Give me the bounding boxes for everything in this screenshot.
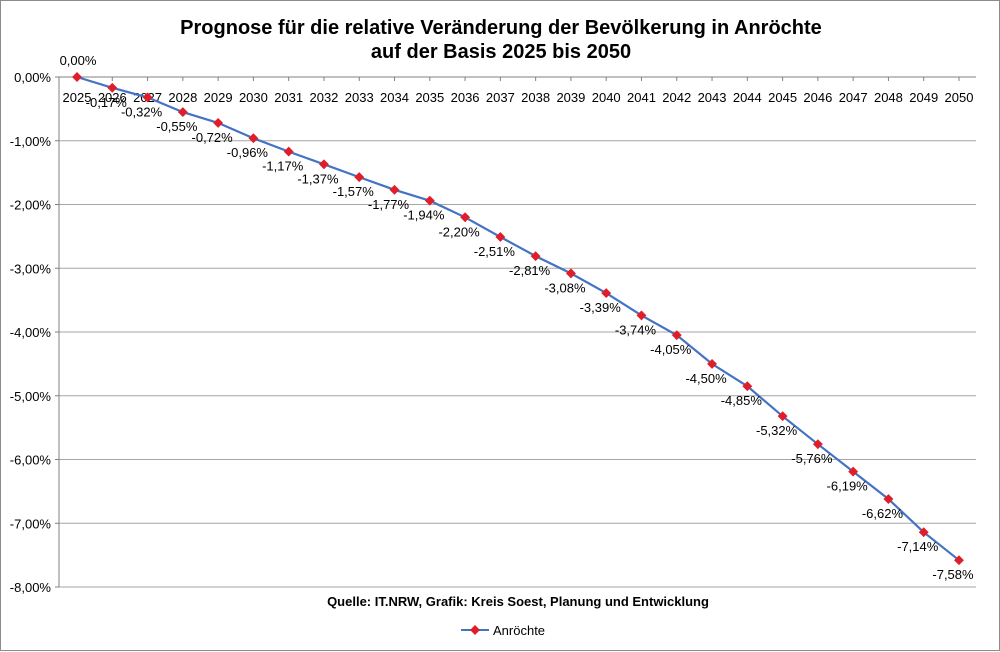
chart-title-line-2: auf der Basis 2025 bis 2050: [371, 41, 631, 63]
source-note: Quelle: IT.NRW, Grafik: Kreis Soest, Pla…: [327, 594, 709, 609]
data-point: [107, 82, 118, 93]
x-tick-label: 2040: [592, 90, 621, 105]
data-point: [565, 268, 576, 279]
x-tick-label: 2045: [768, 90, 797, 105]
data-label: -3,74%: [615, 322, 657, 337]
data-label: -2,20%: [438, 224, 480, 239]
data-label: -5,76%: [791, 451, 833, 466]
data-label: -1,57%: [333, 184, 375, 199]
x-tick-label: 2046: [803, 90, 832, 105]
y-tick-label: -5,00%: [10, 389, 52, 404]
x-tick-label: 2025: [63, 90, 92, 105]
data-point: [142, 92, 153, 103]
y-tick-label: -8,00%: [10, 580, 52, 595]
x-tick-label: 2035: [415, 90, 444, 105]
x-tick-label: 2026: [98, 90, 127, 105]
data-label: -4,05%: [650, 342, 692, 357]
data-label: -1,77%: [368, 197, 410, 212]
series-anroechte: [72, 72, 964, 566]
x-tick-label: 2033: [345, 90, 374, 105]
data-label: -1,37%: [297, 171, 339, 186]
data-label: -0,55%: [156, 119, 198, 134]
data-point: [460, 212, 471, 223]
y-tick-label: -2,00%: [10, 198, 52, 213]
data-point: [248, 133, 259, 144]
data-label: -3,39%: [580, 300, 622, 315]
data-label: -3,08%: [544, 280, 586, 295]
x-tick-labels: 2025202620272028202920302031203220332034…: [63, 90, 974, 105]
data-point: [918, 527, 929, 538]
data-label: -2,51%: [474, 244, 516, 259]
data-point: [530, 251, 541, 262]
x-tick-label: 2028: [168, 90, 197, 105]
series-line: [76, 75, 960, 562]
x-tick-label: 2039: [556, 90, 585, 105]
x-tick-label: 2043: [698, 90, 727, 105]
data-point: [812, 439, 823, 450]
x-tick-label: 2029: [204, 90, 233, 105]
data-label: -7,14%: [897, 539, 939, 554]
y-tick-labels: 0,00% -1,00% -2,00% -3,00% -4,00% -5,00% -6,00…: [10, 70, 52, 595]
data-point: [283, 146, 294, 157]
data-label: -1,17%: [262, 159, 304, 174]
data-point: [318, 159, 329, 170]
y-tick-label: 0,00%: [14, 70, 51, 85]
x-tick-label: 2031: [274, 90, 303, 105]
x-tick-label: 2036: [451, 90, 480, 105]
data-point: [72, 72, 82, 82]
x-tick-label: 2030: [239, 90, 268, 105]
data-label: 0,00%: [60, 53, 97, 68]
data-point: [671, 330, 682, 341]
x-tick-label: 2047: [839, 90, 868, 105]
y-tick-label: -3,00%: [10, 261, 52, 276]
legend: Anröchte: [461, 623, 545, 638]
data-point: [636, 310, 647, 321]
x-tick-label: 2034: [380, 90, 409, 105]
data-label: -7,58%: [932, 567, 974, 582]
data-label: -0,17%: [86, 95, 128, 110]
y-tick-label: -1,00%: [10, 134, 52, 149]
data-label: -0,32%: [121, 104, 163, 119]
x-tick-label: 2049: [909, 90, 938, 105]
data-label: -4,85%: [721, 393, 763, 408]
x-tick-label: 2041: [627, 90, 656, 105]
data-label: -1,94%: [403, 208, 445, 223]
data-point: [742, 381, 753, 392]
y-tick-label: -6,00%: [10, 453, 52, 468]
gridlines: [59, 140, 976, 588]
chart-title-line-1: Prognose für die relative Veränderung de…: [180, 17, 822, 39]
y-tick-label: -4,00%: [10, 325, 52, 340]
axes: [55, 76, 976, 588]
x-tick-label: 2038: [521, 90, 550, 105]
x-tick-label: 2050: [945, 90, 974, 105]
x-tick-label: 2032: [309, 90, 338, 105]
data-point: [213, 117, 224, 128]
data-point: [389, 184, 400, 195]
data-point: [601, 288, 612, 299]
legend-marker: [470, 625, 480, 635]
x-tick-label: 2048: [874, 90, 903, 105]
data-label: -4,50%: [685, 371, 727, 386]
x-tick-label: 2044: [733, 90, 762, 105]
data-point: [177, 107, 188, 118]
data-label: -6,19%: [827, 479, 869, 494]
x-tick-label: 2037: [486, 90, 515, 105]
y-tick-label: -7,00%: [10, 516, 52, 531]
data-point: [883, 494, 894, 504]
data-label: -5,32%: [756, 423, 798, 438]
x-tick-label: 2042: [662, 90, 691, 105]
data-point: [848, 466, 859, 477]
data-point: [495, 232, 506, 242]
data-label: -0,96%: [227, 145, 269, 160]
data-label: -6,62%: [862, 506, 904, 521]
legend-label: Anröchte: [493, 623, 545, 638]
data-label: -0,72%: [192, 130, 234, 145]
data-point: [354, 172, 365, 183]
data-label: -2,81%: [509, 263, 551, 278]
data-labels: 0,00% -0,17%-0,32%-0,55%-0,72%-0,96%-1,17…: [60, 53, 974, 582]
